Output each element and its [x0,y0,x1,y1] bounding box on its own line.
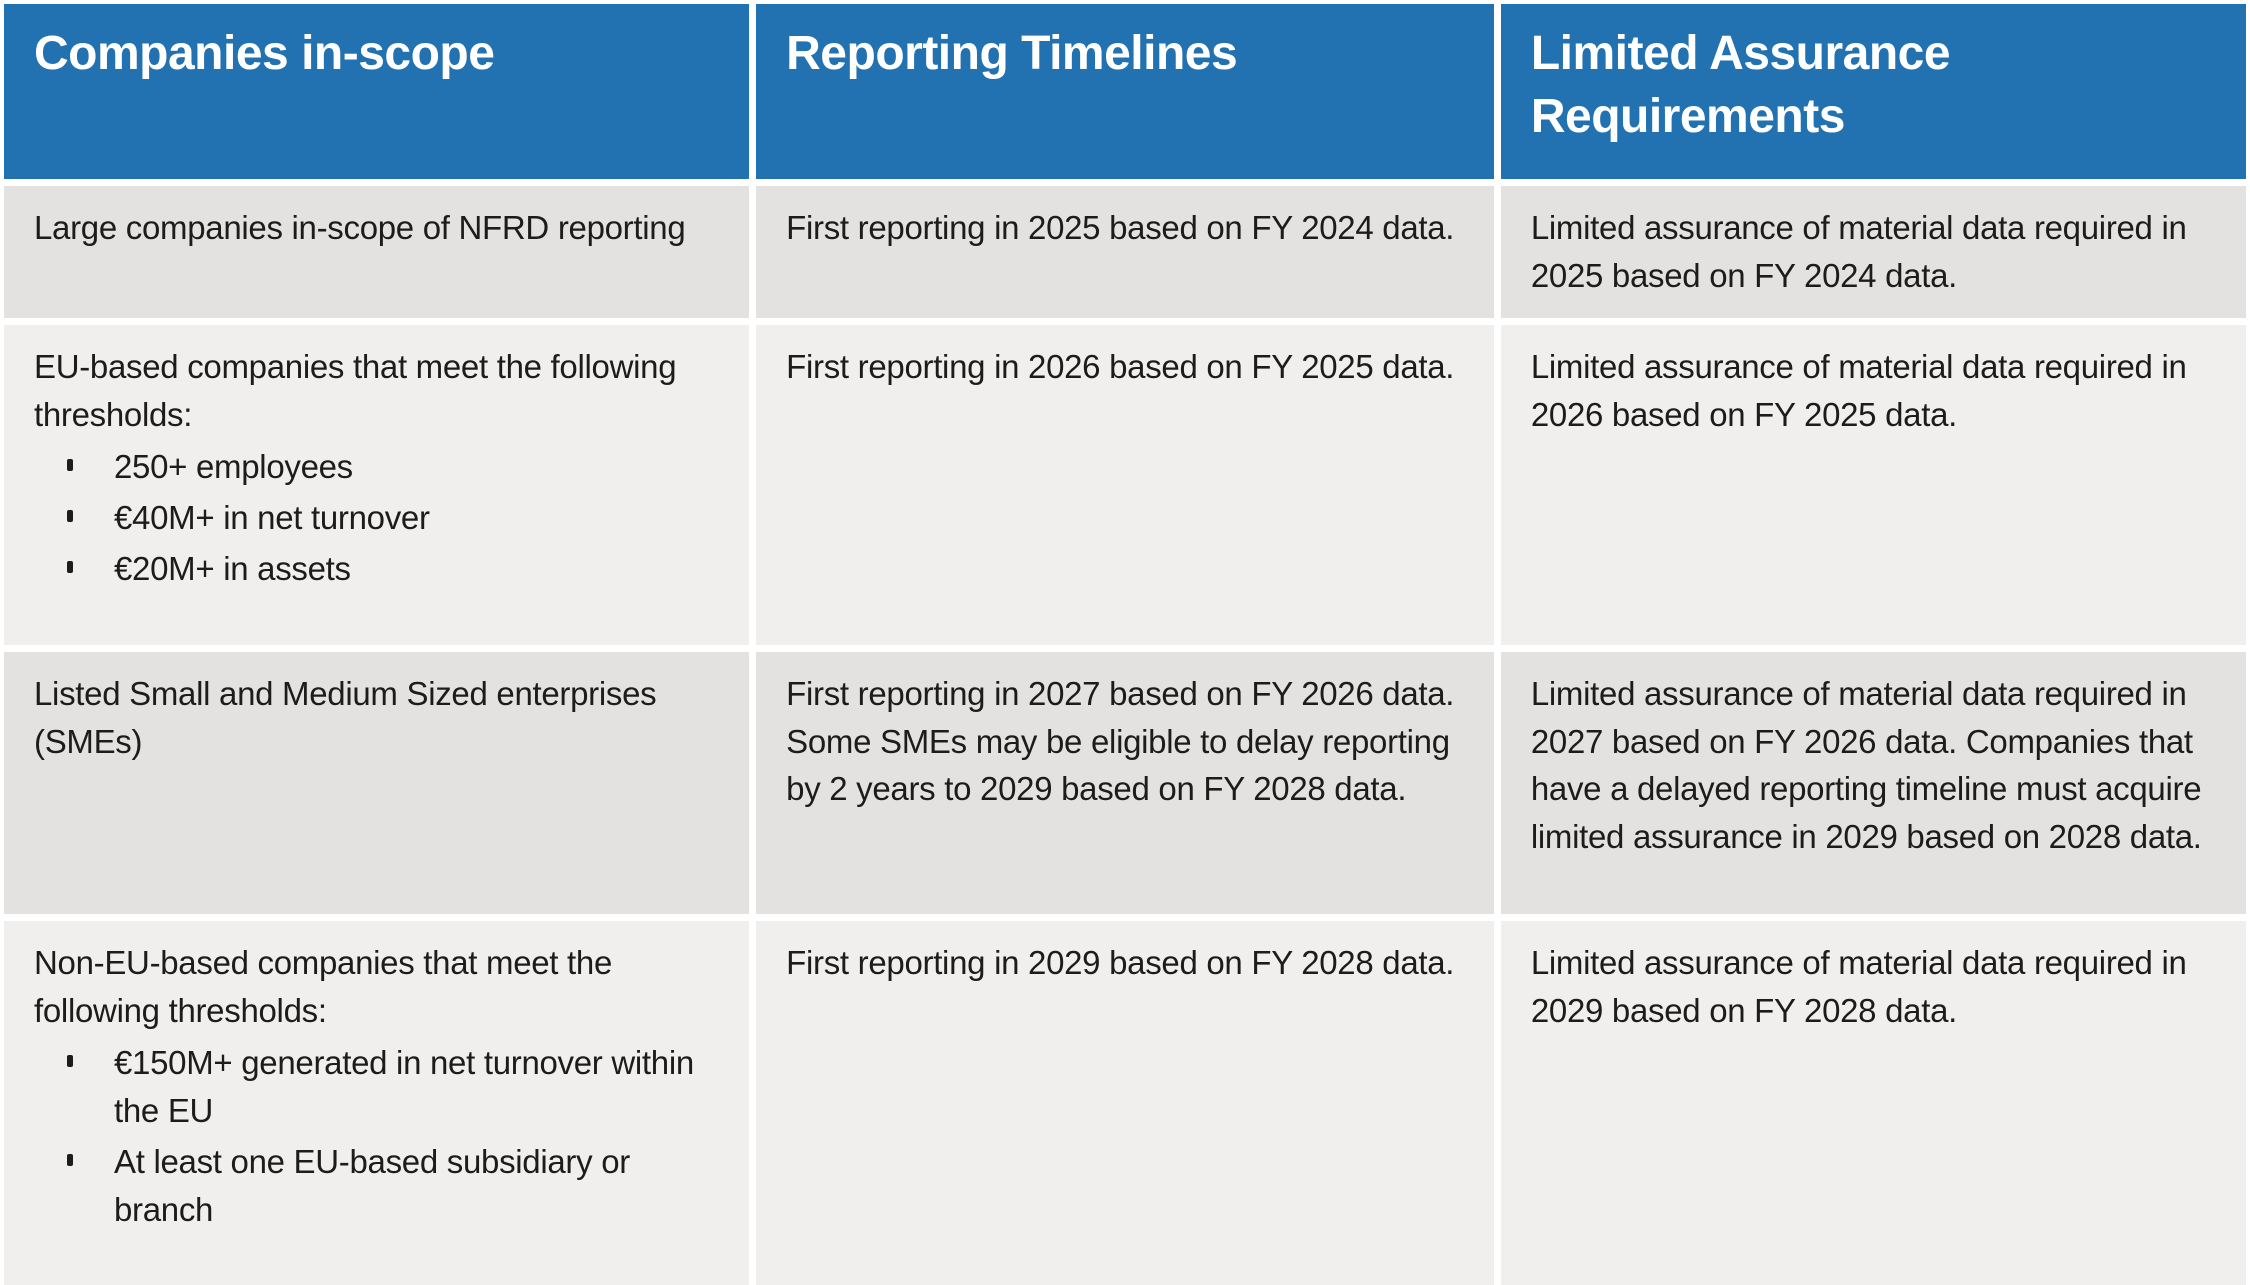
cell-limited-assurance: Limited assurance of material data requi… [1500,186,2246,318]
table-row: Listed Small and Medium Sized enterprise… [4,651,2246,914]
bullet-item: €40M+ in net turnover [34,494,727,542]
bullet-text: €40M+ in net turnover [114,499,430,537]
bullet-text: 250+ employees [114,448,353,486]
cell-limited-assurance: Limited assurance of material data requi… [1500,920,2246,1285]
cell-limited-assurance: Limited assurance of material data requi… [1500,324,2246,645]
table-row: Non-EU-based companies that meet the fol… [4,920,2246,1285]
cell-reporting-timeline: First reporting in 2025 based on FY 2024… [756,186,1494,318]
bullet-text: €150M+ generated in net turnover within … [114,1044,694,1130]
cell-companies-text: Listed Small and Medium Sized enterprise… [34,674,657,760]
bullet-marker [67,561,73,574]
cell-reporting-timeline: First reporting in 2027 based on FY 2026… [756,651,1494,914]
bullet-item: 250+ employees [34,443,727,491]
bullet-marker [67,459,73,472]
bullet-marker [67,1055,73,1068]
bullet-item: €150M+ generated in net turnover within … [34,1039,727,1135]
cell-companies: Large companies in-scope of NFRD reporti… [4,186,750,318]
cell-companies-text: EU-based companies that meet the followi… [34,347,677,433]
cell-companies: EU-based companies that meet the followi… [4,324,750,645]
bullet-item: At least one EU-based subsidiary or bran… [34,1138,727,1234]
csrd-timeline-table: Companies in-scope Reporting Timelines L… [4,4,2246,1285]
cell-limited-assurance: Limited assurance of material data requi… [1500,651,2246,914]
bullet-marker [67,510,73,523]
bullet-text: At least one EU-based subsidiary or bran… [114,1143,630,1228]
bullet-list: 250+ employees €40M+ in net turnover €20M+… [34,443,727,593]
bullet-list: €150M+ generated in net turnover within … [34,1039,727,1233]
bullet-marker [67,1154,73,1167]
cell-companies-text: Large companies in-scope of NFRD reporti… [34,209,686,246]
bullet-item: €20M+ in assets [34,545,727,593]
header-cell-limited-assurance: Limited Assurance Requirements [1500,4,2246,179]
cell-companies: Non-EU-based companies that meet the fol… [4,920,750,1285]
cell-reporting-timeline: First reporting in 2026 based on FY 2025… [756,324,1494,645]
cell-companies-text: Non-EU-based companies that meet the fol… [34,943,613,1029]
header-row: Companies in-scope Reporting Timelines L… [4,4,2246,179]
header-cell-companies: Companies in-scope [4,4,750,179]
cell-reporting-timeline: First reporting in 2029 based on FY 2028… [756,920,1494,1285]
table-row: Large companies in-scope of NFRD reporti… [4,186,2246,318]
header-cell-reporting-timelines: Reporting Timelines [756,4,1494,179]
table-row: EU-based companies that meet the followi… [4,324,2246,645]
bullet-text: €20M+ in assets [114,550,351,588]
cell-companies: Listed Small and Medium Sized enterprise… [4,651,750,914]
